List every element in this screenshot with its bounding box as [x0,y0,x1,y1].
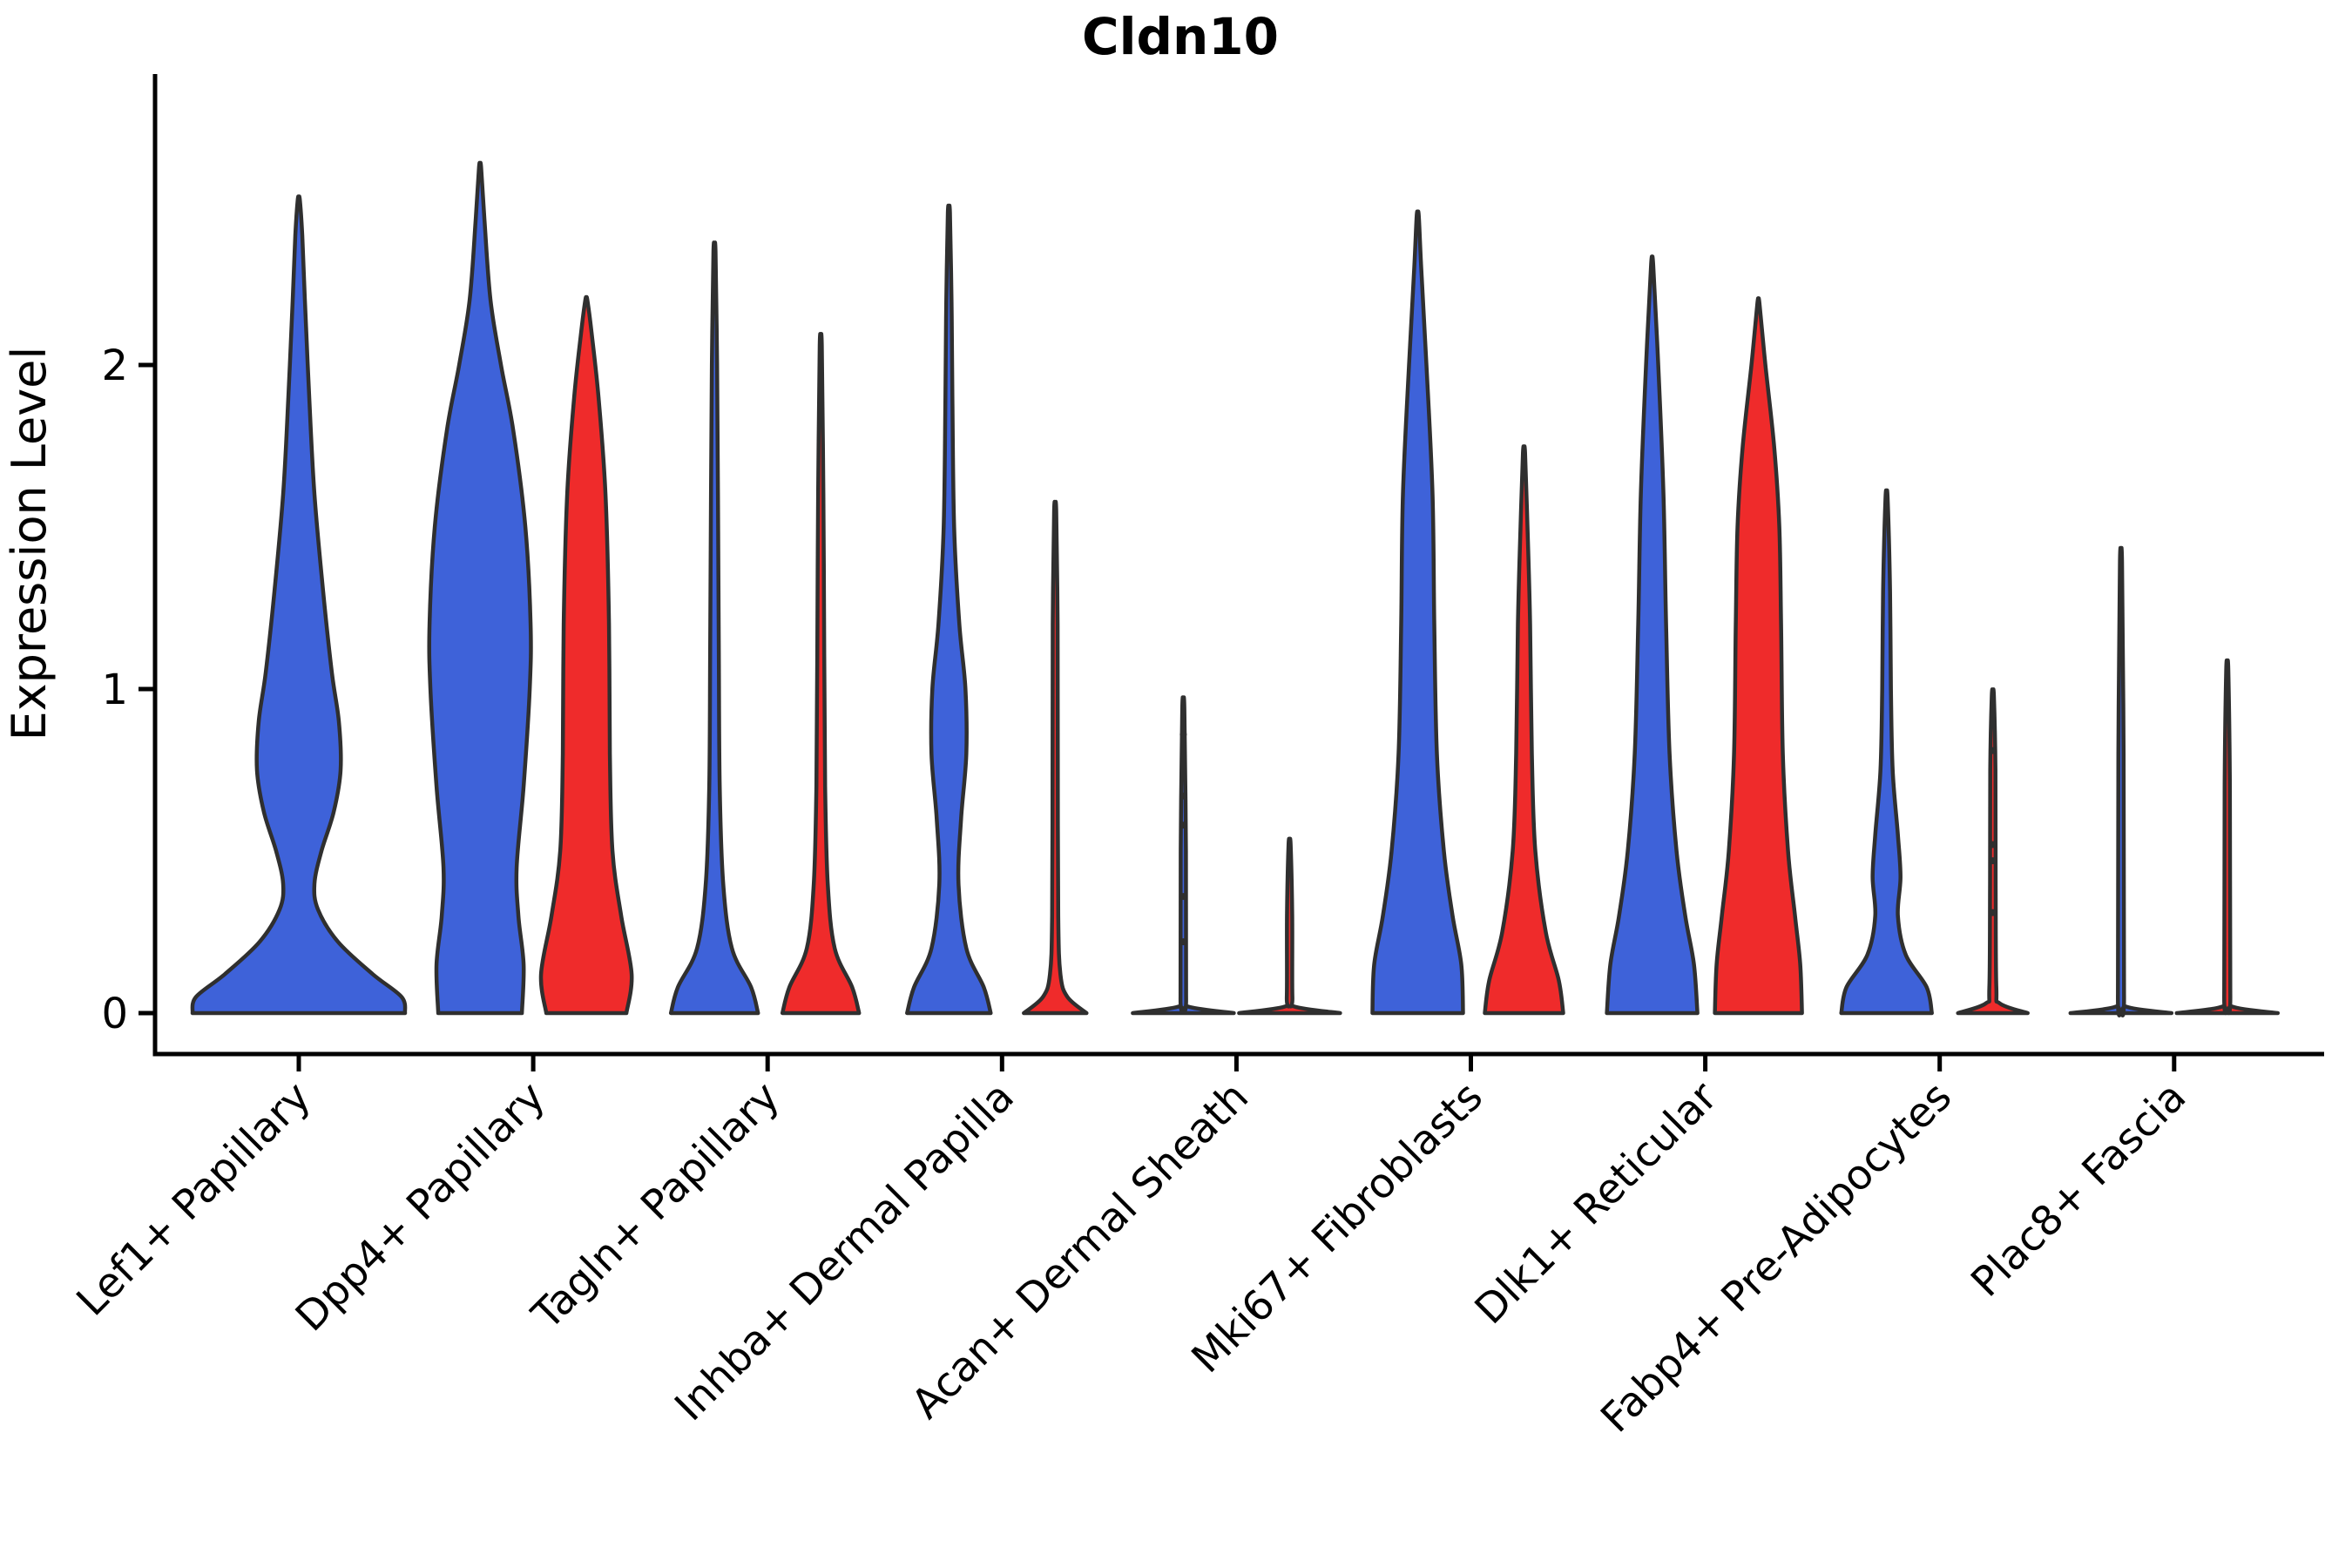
x-tick-label: Lef1+ Papillary [68,1073,321,1326]
chart-title: Cldn10 [1082,7,1279,66]
data-point-dot [1179,792,1187,800]
data-point-dot [1179,938,1187,946]
x-tick-label: Dlk1+ Reticular [1466,1072,1727,1334]
violin-dlk1-reticular-red [1713,296,1804,1016]
x-tick-label: Dpp4+ Papillary [287,1073,555,1342]
y-axis-label: Expression Level [2,347,57,741]
violin-fabp4-pre-adipocytes-blue [1839,488,1934,1016]
data-point-dot [1179,731,1187,739]
data-point-dot [1179,821,1187,829]
violin-tagln-papillary-blue [668,240,760,1016]
data-point-dot [1989,841,1997,848]
data-point-dot [1989,747,1997,754]
violin-fabp4-pre-adipocytes-red [1956,687,2030,1016]
violin-mki67-fibroblasts-red [1483,444,1565,1016]
violin-tagln-papillary-red [780,332,862,1016]
violin-dlk1-reticular-blue [1605,254,1700,1016]
violin-inhba-dermal-papilla-blue [905,203,993,1016]
violin-lef1-papillary-blue [190,194,408,1016]
violin-dpp4-papillary-blue [427,160,533,1016]
violin-acan-dermal-sheath-red [1237,836,1342,1016]
violin-acan-dermal-sheath-blue [1131,695,1236,1016]
y-ticks: 0 1 2 [101,341,153,1038]
violin-dpp4-papillary-red [538,294,634,1016]
violin-plac8-fascia-red [2174,658,2281,1016]
y-tick-label: 2 [101,341,128,390]
y-tick-label: 0 [101,990,128,1038]
data-point-dot [1989,909,1997,916]
violin-plac8-fascia-blue [2068,545,2174,1017]
violin-inhba-dermal-papilla-red [1022,499,1089,1016]
y-tick-label: 1 [101,666,128,714]
data-point-dot [1179,893,1187,901]
violin-mki67-fibroblasts-blue [1370,209,1465,1016]
data-point-dot [1989,857,1997,865]
x-tick-label: Tagln+ Papillary [523,1073,789,1340]
violins-layer [190,160,2281,1017]
x-tick-label: Plac8+ Fascia [1962,1073,2195,1307]
